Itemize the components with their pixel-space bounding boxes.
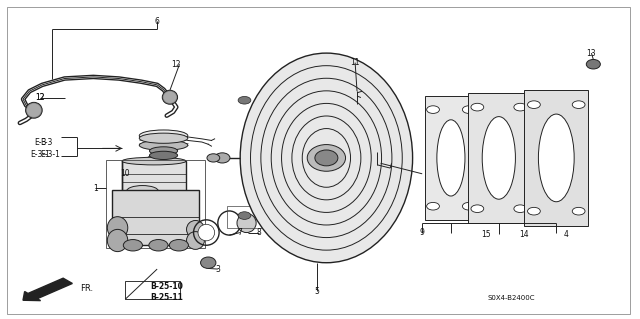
- Ellipse shape: [527, 101, 540, 108]
- Ellipse shape: [108, 217, 128, 239]
- Bar: [524, 90, 588, 226]
- Text: 4: 4: [564, 230, 569, 239]
- Ellipse shape: [240, 53, 413, 263]
- Text: 9: 9: [420, 228, 424, 237]
- Ellipse shape: [124, 240, 143, 251]
- Text: B-25-11: B-25-11: [150, 293, 183, 302]
- Ellipse shape: [214, 153, 230, 163]
- Ellipse shape: [514, 103, 527, 111]
- Bar: [106, 160, 205, 249]
- Ellipse shape: [186, 220, 204, 238]
- Ellipse shape: [127, 186, 159, 197]
- Text: E-3-1: E-3-1: [30, 150, 50, 159]
- Ellipse shape: [463, 203, 475, 210]
- Text: 15: 15: [481, 230, 491, 239]
- Text: 12: 12: [172, 60, 181, 69]
- Ellipse shape: [437, 120, 465, 196]
- Ellipse shape: [471, 103, 484, 111]
- Bar: [426, 96, 476, 220]
- Ellipse shape: [427, 203, 440, 210]
- Ellipse shape: [140, 130, 188, 141]
- Ellipse shape: [200, 257, 216, 269]
- FancyArrow shape: [23, 278, 72, 300]
- Text: 7: 7: [237, 228, 243, 237]
- Ellipse shape: [186, 232, 204, 249]
- Ellipse shape: [471, 205, 484, 212]
- Text: 12: 12: [36, 93, 45, 102]
- Text: 5: 5: [314, 287, 319, 296]
- Ellipse shape: [527, 207, 540, 215]
- Text: 8: 8: [257, 228, 262, 237]
- Ellipse shape: [238, 96, 251, 104]
- Text: 2: 2: [200, 230, 204, 239]
- Ellipse shape: [170, 240, 188, 251]
- Ellipse shape: [140, 140, 188, 150]
- Ellipse shape: [140, 133, 188, 143]
- Text: 11: 11: [350, 58, 360, 67]
- Ellipse shape: [150, 147, 177, 155]
- Bar: [157, 151, 170, 155]
- Text: 13: 13: [587, 48, 596, 58]
- Ellipse shape: [307, 145, 346, 171]
- Bar: [468, 93, 529, 223]
- Text: 10: 10: [120, 169, 130, 178]
- Ellipse shape: [427, 106, 440, 114]
- Ellipse shape: [463, 106, 475, 114]
- Text: E-3-1: E-3-1: [40, 150, 60, 159]
- Text: 6: 6: [155, 17, 159, 26]
- Ellipse shape: [164, 92, 176, 103]
- Ellipse shape: [237, 213, 256, 233]
- Text: E-3: E-3: [34, 137, 47, 146]
- Ellipse shape: [586, 59, 600, 69]
- Ellipse shape: [207, 154, 220, 162]
- Ellipse shape: [198, 224, 214, 241]
- Bar: [113, 190, 198, 245]
- Bar: [227, 205, 269, 228]
- Ellipse shape: [514, 205, 527, 212]
- Bar: [125, 281, 179, 299]
- Ellipse shape: [572, 101, 585, 108]
- Text: FR.: FR.: [81, 284, 93, 293]
- Text: S0X4-B2400C: S0X4-B2400C: [488, 295, 535, 301]
- Ellipse shape: [122, 157, 186, 165]
- Ellipse shape: [163, 90, 177, 104]
- Ellipse shape: [27, 104, 41, 117]
- Ellipse shape: [150, 151, 177, 160]
- Text: 12: 12: [36, 93, 45, 102]
- Ellipse shape: [572, 207, 585, 215]
- Text: B-25-10: B-25-10: [150, 282, 183, 291]
- Ellipse shape: [538, 114, 574, 202]
- Text: 14: 14: [520, 230, 529, 239]
- Text: E-3: E-3: [40, 137, 52, 146]
- Ellipse shape: [26, 102, 42, 118]
- Text: 1: 1: [93, 184, 97, 193]
- Text: 3: 3: [216, 264, 220, 274]
- Ellipse shape: [482, 117, 515, 199]
- Ellipse shape: [238, 212, 251, 219]
- Ellipse shape: [315, 150, 338, 166]
- Ellipse shape: [149, 240, 168, 251]
- Bar: [122, 161, 186, 191]
- Ellipse shape: [108, 229, 128, 252]
